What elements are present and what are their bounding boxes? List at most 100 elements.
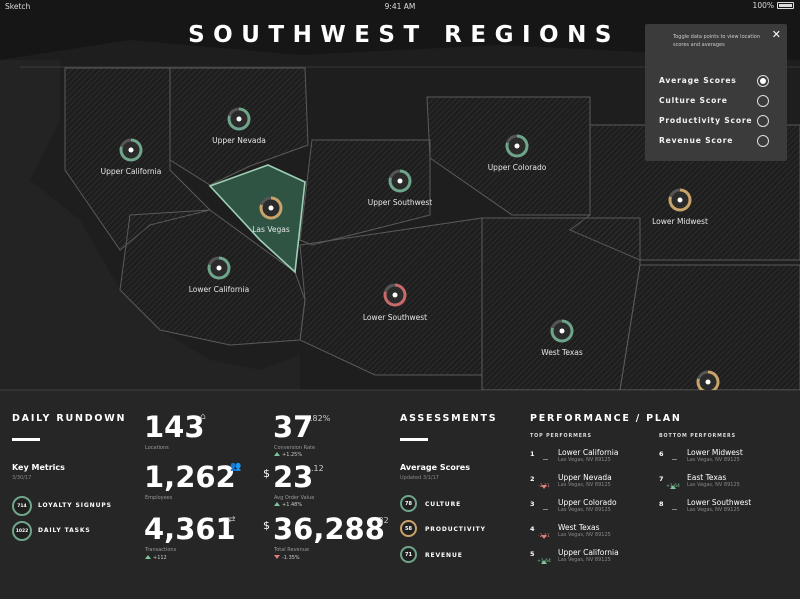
transactions-caption: Transactions <box>145 547 177 553</box>
region-label[interactable]: West Texas <box>541 348 583 357</box>
daily-tasks-badge: 1022 <box>12 521 32 541</box>
performer-row[interactable]: 4 -2.11 West Texas Las Vegas, NV 89125 <box>530 523 650 543</box>
up-arrow-icon <box>274 452 280 456</box>
key-metrics-title: Key Metrics <box>12 463 65 472</box>
trend-indicator <box>539 449 551 468</box>
performer-row[interactable]: 6 Lower Midwest Las Vegas, NV 89125 <box>659 448 779 467</box>
culture-score-badge: 78 <box>400 495 417 512</box>
total-revenue-delta: -1.35% <box>274 555 300 561</box>
loyalty-signups-badge: 714 <box>12 496 32 516</box>
performer-row[interactable]: 3 Upper Colorado Las Vegas, NV 89125 <box>530 498 650 518</box>
performer-name: Upper Colorado <box>558 498 617 507</box>
performance-heading: PERFORMANCE / PLAN <box>530 413 682 424</box>
performer-name: Upper California <box>558 548 619 557</box>
region-label[interactable]: Upper California <box>100 167 162 176</box>
performer-rank: 8 <box>659 500 664 508</box>
conversion-value: 37 <box>273 410 314 444</box>
page-title: SOUTHWEST REGIONS <box>188 22 620 48</box>
performer-name: East Texas <box>687 473 727 482</box>
trend-indicator <box>539 499 551 518</box>
option-revenue-score[interactable]: Revenue Score <box>659 135 777 147</box>
conversion-delta: +1.25% <box>274 452 302 458</box>
clock: 9:41 AM <box>384 2 416 11</box>
down-arrow-icon <box>541 535 547 539</box>
region-score-marker[interactable] <box>119 138 143 162</box>
option-productivity-score[interactable]: Productivity Score <box>659 115 777 127</box>
revenue-label: REVENUE <box>425 552 463 559</box>
average-scores-title: Average Scores <box>400 463 470 472</box>
region-score-marker[interactable] <box>505 134 529 158</box>
radio-icon[interactable] <box>757 95 769 107</box>
assessments-heading: ASSESSMENTS <box>400 413 498 424</box>
performer-address: Las Vegas, NV 89125 <box>558 507 611 513</box>
trend-indicator <box>539 474 551 493</box>
trend-indicator <box>668 474 680 493</box>
locations-value: 143 <box>144 410 205 444</box>
performer-row[interactable]: 8 Lower Southwest Las Vegas, NV 89125 <box>659 498 779 517</box>
key-metrics-date: 3/30/17 <box>12 475 32 481</box>
region-label[interactable]: Upper Colorado <box>487 163 547 172</box>
total-revenue-caption: Total Revenue <box>274 547 310 553</box>
performer-rank: 1 <box>530 450 535 458</box>
daily-rundown-heading: DAILY RUNDOWN <box>12 413 127 424</box>
close-icon[interactable]: ✕ <box>771 28 781 41</box>
avg-order-caption: Avg Order Value <box>274 495 315 501</box>
toggle-description: Toggle data points to view location scor… <box>673 34 761 48</box>
avg-order-delta: +1.48% <box>274 502 302 508</box>
performer-address: Las Vegas, NV 89125 <box>687 457 740 463</box>
region-score-marker[interactable] <box>668 188 692 212</box>
performer-name: Upper Nevada <box>558 473 612 482</box>
up-arrow-icon <box>541 560 547 564</box>
transactions-value: 4,361 <box>144 512 236 546</box>
region-label[interactable]: Lower Midwest <box>652 217 708 226</box>
top-performers-title: TOP PERFORMERS <box>530 434 592 439</box>
radio-selected-icon[interactable] <box>757 75 769 87</box>
region-score-marker[interactable] <box>259 196 283 220</box>
region-score-marker[interactable] <box>696 370 720 394</box>
region-score-marker[interactable] <box>227 107 251 131</box>
region-label[interactable]: Upper Southwest <box>367 198 433 207</box>
battery-status: 100% <box>753 1 794 10</box>
productivity-score-badge: 58 <box>400 520 417 537</box>
performer-row[interactable]: 1 Lower California Las Vegas, NV 89125 <box>530 448 650 468</box>
performer-name: West Texas <box>558 523 600 532</box>
performer-row[interactable]: 5 +1.64 Upper California Las Vegas, NV 8912… <box>530 548 650 568</box>
region-score-marker[interactable] <box>388 169 412 193</box>
total-revenue-fraction: .32 <box>376 516 389 525</box>
productivity-label: PRODUCTIVITY <box>425 526 486 533</box>
up-arrow-icon <box>274 502 280 506</box>
region-label[interactable]: Upper Nevada <box>212 136 266 145</box>
trend-indicator <box>539 549 551 568</box>
performer-rank: 3 <box>530 500 535 508</box>
locations-caption: Locations <box>145 445 169 451</box>
region-score-marker[interactable] <box>383 283 407 307</box>
daily-tasks-label: DAILY TASKS <box>38 527 91 534</box>
bottom-performers-title: BOTTOM PERFORMERS <box>659 434 736 439</box>
no-change-icon <box>542 509 548 510</box>
performer-change: -2.11 <box>538 484 550 489</box>
option-culture-score[interactable]: Culture Score <box>659 95 777 107</box>
status-bar: Sketch 9:41 AM 100% <box>0 0 800 13</box>
revenue-score-badge: 71 <box>400 546 417 563</box>
performer-row[interactable]: 7 +1.64 East Texas Las Vegas, NV 89125 <box>659 473 779 493</box>
loyalty-signups-label: LOYALTY SIGNUPS <box>38 502 112 509</box>
avg-order-value: 23 <box>273 460 314 494</box>
region-label[interactable]: Las Vegas <box>252 225 290 234</box>
culture-label: CULTURE <box>425 501 462 508</box>
region-score-marker[interactable] <box>550 319 574 343</box>
performer-change: -2.11 <box>538 534 550 539</box>
region-label[interactable]: Lower Southwest <box>362 313 428 322</box>
option-average-scores[interactable]: Average Scores <box>659 75 777 87</box>
total-revenue-value: 36,288 <box>273 512 385 546</box>
trend-indicator <box>539 524 551 543</box>
region-label[interactable]: Lower California <box>188 285 250 294</box>
performer-change: +1.64 <box>537 559 551 564</box>
performer-row[interactable]: 2 -2.11 Upper Nevada Las Vegas, NV 89125 <box>530 473 650 493</box>
radio-icon[interactable] <box>757 135 769 147</box>
performer-rank: 7 <box>659 475 664 483</box>
radio-icon[interactable] <box>757 115 769 127</box>
currency-symbol: $ <box>263 467 270 480</box>
avg-order-fraction: .12 <box>311 464 324 473</box>
heading-underline <box>400 438 428 441</box>
region-score-marker[interactable] <box>207 256 231 280</box>
